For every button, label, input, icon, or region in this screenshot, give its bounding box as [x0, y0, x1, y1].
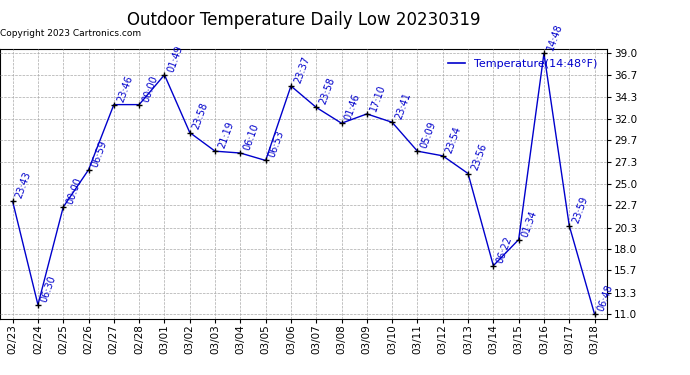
Text: 23:58: 23:58 — [317, 76, 337, 106]
Text: 06:53: 06:53 — [267, 129, 286, 159]
Text: 00:00: 00:00 — [141, 74, 159, 103]
Text: 23:37: 23:37 — [293, 55, 311, 85]
Text: 01:46: 01:46 — [343, 92, 362, 122]
Text: 00:00: 00:00 — [65, 176, 83, 206]
Legend: Temperature(14:48°F): Temperature(14:48°F) — [444, 54, 602, 73]
Text: Outdoor Temperature Daily Low 20230319: Outdoor Temperature Daily Low 20230319 — [127, 11, 480, 29]
Text: 01:49: 01:49 — [166, 44, 185, 74]
Text: 17:10: 17:10 — [368, 83, 387, 112]
Text: 06:10: 06:10 — [241, 122, 261, 152]
Text: Copyright 2023 Cartronics.com: Copyright 2023 Cartronics.com — [0, 29, 141, 38]
Text: 14:48: 14:48 — [545, 22, 564, 52]
Text: 06:48: 06:48 — [596, 283, 615, 313]
Text: 23:54: 23:54 — [444, 125, 463, 154]
Text: 23:41: 23:41 — [393, 91, 413, 121]
Text: 23:58: 23:58 — [191, 101, 210, 131]
Text: 05:09: 05:09 — [419, 120, 437, 150]
Text: 06:59: 06:59 — [90, 139, 109, 168]
Text: 06:22: 06:22 — [495, 234, 514, 264]
Text: 23:43: 23:43 — [14, 170, 33, 200]
Text: 23:59: 23:59 — [571, 195, 590, 224]
Text: 23:46: 23:46 — [115, 74, 134, 103]
Text: 01:34: 01:34 — [520, 209, 539, 238]
Text: 06:30: 06:30 — [39, 274, 58, 303]
Text: 21:19: 21:19 — [217, 120, 235, 150]
Text: 23:56: 23:56 — [469, 142, 489, 172]
